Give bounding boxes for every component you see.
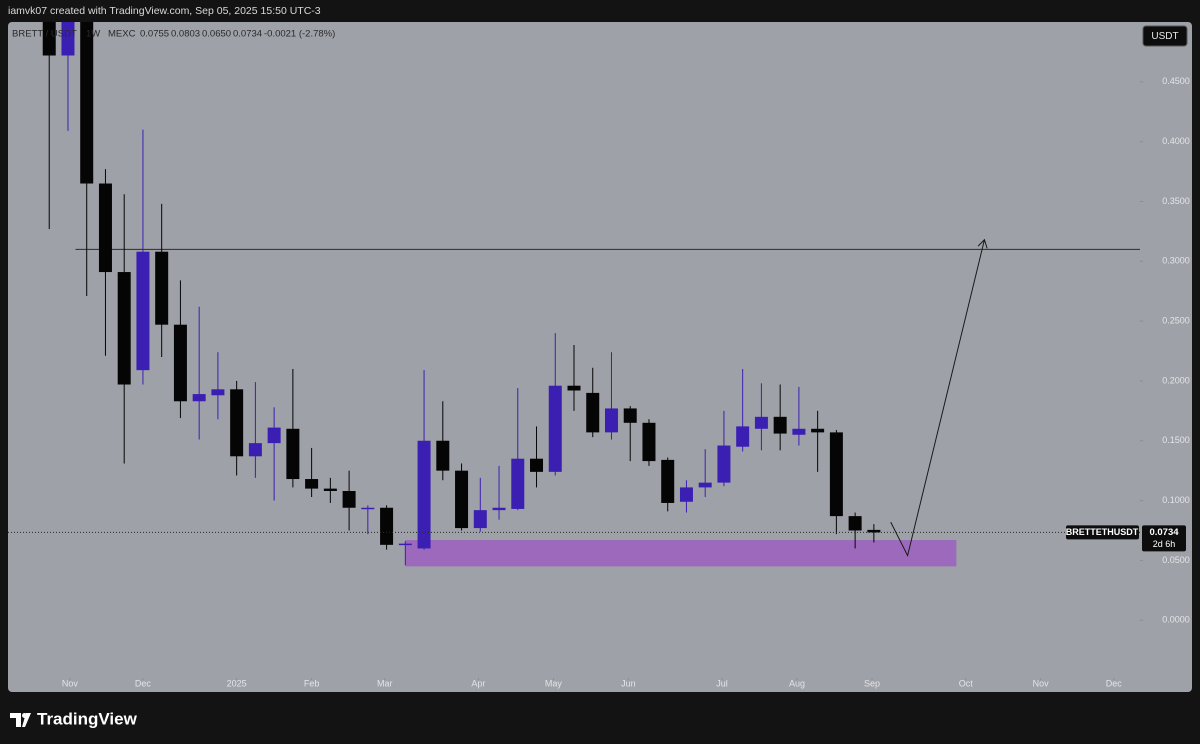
candle-body <box>867 529 881 533</box>
candle-body <box>548 385 562 472</box>
candle-body <box>604 408 618 433</box>
candle-body <box>173 324 187 402</box>
candle-body <box>136 251 150 371</box>
candle-body <box>792 428 806 435</box>
x-tick-label: Feb <box>304 678 320 688</box>
y-tick-label: 0.3000 <box>1162 256 1190 266</box>
symbol-tag <box>1066 525 1139 540</box>
candle-body <box>248 443 262 457</box>
logo-dot <box>22 713 27 718</box>
candle-body <box>661 459 675 503</box>
brand: TradingView <box>37 709 138 728</box>
y-tick-label: 0.1000 <box>1162 495 1190 505</box>
legend-header: BRETT / USDT 1W MEXC 0.0755 0.0803 0.0650 0… <box>12 29 335 40</box>
candle-body <box>155 251 169 325</box>
candle-body <box>642 422 656 462</box>
credit: iamvk07 created with TradingView.com, Se… <box>8 5 321 17</box>
candle-body <box>586 392 600 433</box>
ohlc-value: 0.0755 <box>140 29 169 40</box>
candle-body <box>811 428 825 433</box>
candle-body <box>773 416 787 434</box>
x-tick-label: 2025 <box>227 678 247 688</box>
ohlc-value: 0.0734 <box>233 29 262 40</box>
y-tick-label: 0.0500 <box>1162 555 1190 565</box>
candle-body <box>436 440 450 471</box>
candle-body <box>679 487 693 502</box>
candle-body <box>417 440 431 549</box>
candle-body <box>530 458 544 472</box>
candle-body <box>698 482 712 488</box>
y-tick-label: 0.1500 <box>1162 435 1190 445</box>
candle-body <box>192 394 206 402</box>
candle-body <box>717 445 731 483</box>
candle-body <box>623 408 637 423</box>
candle-body <box>342 491 356 508</box>
candle-body <box>323 488 337 491</box>
candle-body <box>848 516 862 531</box>
candle-body <box>361 507 375 510</box>
x-tick-label: May <box>545 678 563 688</box>
x-tick-label: Apr <box>471 678 485 688</box>
y-tick-label: 0.3500 <box>1162 196 1190 206</box>
price-tag <box>1142 525 1186 552</box>
candle-body <box>567 385 581 391</box>
candle-body <box>398 543 412 546</box>
chart-area <box>8 22 1192 692</box>
arrow-head <box>977 238 988 249</box>
y-tick-label: 0.2500 <box>1162 315 1190 325</box>
x-tick-label: Jul <box>716 678 728 688</box>
x-tick-label: Sep <box>864 678 880 688</box>
y-tick-label: 0.2000 <box>1162 375 1190 385</box>
candle-body <box>305 479 319 489</box>
x-tick-label: Nov <box>1033 678 1050 688</box>
support-zone <box>405 540 957 567</box>
y-tick-label: 0.4000 <box>1162 136 1190 146</box>
x-tick-label: Oct <box>959 678 974 688</box>
x-tick-label: Dec <box>135 678 152 688</box>
logo <box>10 713 31 727</box>
candle-body <box>754 416 768 429</box>
candle-body <box>211 389 225 396</box>
plot <box>8 22 1140 567</box>
candle-body <box>455 470 469 529</box>
x-tick-label: Dec <box>1106 678 1123 688</box>
candle-body <box>286 428 300 480</box>
x-tick-label: Jun <box>621 678 636 688</box>
candle-body <box>42 22 56 56</box>
footer-bar <box>0 694 1200 744</box>
x-tick-label: Nov <box>62 678 79 688</box>
candle-body <box>267 427 281 444</box>
candle-body <box>98 183 112 273</box>
candle-body <box>492 507 506 511</box>
candle-body <box>511 458 525 509</box>
countdown: 2d 6h <box>1153 539 1176 549</box>
projection-path <box>890 239 985 558</box>
candle-body <box>61 22 75 56</box>
symbol: BRETT / USDT <box>12 29 77 40</box>
candle-body <box>473 510 487 529</box>
candle-body <box>80 22 94 184</box>
y-tick-label: 0.4500 <box>1162 76 1190 86</box>
candle-body <box>829 432 843 517</box>
ohlc-value: 0.0650 <box>202 29 231 40</box>
axes: 0.0000 0.0500 0.1000 0.1500 0.2000 0.2500 0.30… <box>62 76 1190 688</box>
ohlc-value: -0.0021 (-2.78%) <box>264 29 335 40</box>
y-tick-label: 0.0000 <box>1162 615 1190 625</box>
currency-button[interactable] <box>1142 25 1188 47</box>
exchange: MEXC <box>108 29 136 40</box>
candle-body <box>117 272 131 385</box>
interval: 1W <box>86 29 100 40</box>
currency-label: USDT <box>1151 31 1178 42</box>
symbol-tag-text: BRETTETHUSDT <box>1066 527 1139 537</box>
candle-body <box>380 507 394 545</box>
ohlc-value: 0.0803 <box>171 29 200 40</box>
x-tick-label: Aug <box>789 678 805 688</box>
candle-body <box>736 426 750 447</box>
candle-body <box>230 389 244 457</box>
price-tag-text: 0.0734 <box>1149 527 1179 538</box>
x-tick-label: Mar <box>377 678 393 688</box>
